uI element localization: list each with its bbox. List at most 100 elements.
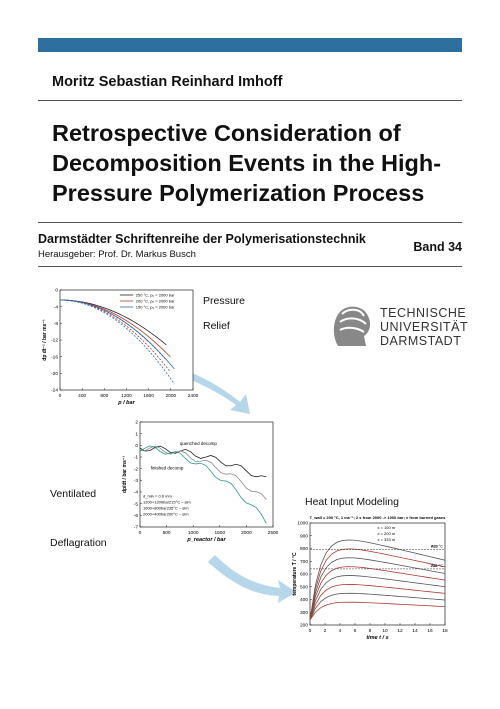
caption: Ventilated Deflagration	[50, 470, 107, 568]
caption-line: Relief	[203, 320, 230, 332]
arrow	[185, 370, 250, 414]
y-tick-label: -12	[51, 338, 58, 344]
annotation: quenched decomp	[180, 441, 218, 446]
y-tick-label: -24	[51, 388, 58, 394]
chart-heading: T_wall = 200 °C, 1 ms⁻¹; 2 s from 2000 -…	[310, 515, 447, 520]
x-tick-label: 4	[339, 628, 342, 634]
rule	[38, 100, 462, 101]
curve	[59, 299, 175, 370]
x-tick-label: 2000	[165, 393, 176, 399]
x-tick-label: 2500	[268, 530, 279, 536]
title-line: Retrospective Consideration of	[52, 120, 401, 146]
x-tick-label: 1500	[214, 530, 225, 536]
x-tick-label: 2400	[188, 393, 199, 399]
caption-line: Ventilated	[50, 488, 97, 500]
x-tick-label: 1200	[121, 393, 132, 399]
y-axis-label: dp dt⁻¹ / bar ms⁻¹	[42, 319, 48, 361]
x-tick-label: 2000	[241, 530, 252, 536]
curve	[309, 583, 446, 621]
arrow	[208, 555, 296, 603]
title-line: Decomposition Events in the High-	[52, 150, 442, 176]
series-editor: Herausgeber: Prof. Dr. Markus Busch	[38, 249, 196, 260]
plot-frame	[139, 421, 274, 528]
x-tick-label: 10	[382, 628, 388, 634]
legend-label: 2000+400bar200°C – sim	[143, 512, 189, 517]
x-tick-label: 0	[59, 393, 62, 399]
x-tick-label: 6	[354, 628, 357, 634]
x-tick-label: 16	[427, 628, 433, 634]
curve	[309, 575, 446, 621]
logo-text: TECHNISCHE UNIVERSITÄT DARMSTADT	[380, 306, 468, 348]
x-tick-label: 800	[100, 393, 108, 399]
logo-detail	[339, 308, 367, 333]
curve	[309, 557, 446, 620]
legend-label: x = 200 m	[378, 531, 396, 536]
y-tick-label: 0	[135, 443, 138, 449]
legend-label: 1600+800bar235°C – sim	[143, 506, 189, 511]
x-tick-label: 1000	[188, 530, 199, 536]
curve	[139, 445, 267, 500]
x-axis-label: time t / s	[366, 635, 388, 641]
rule	[38, 266, 462, 267]
caption-line: Pressure	[203, 295, 246, 307]
x-tick-label: 500	[163, 530, 171, 536]
annotation: 910 °C	[431, 543, 443, 548]
y-axis-label: dp/dt / bar ms⁻¹	[122, 456, 128, 493]
y-tick-label: -16	[51, 354, 58, 360]
title: Retrospective Consideration of Decomposi…	[52, 118, 441, 208]
legend-label: x = 100 m	[378, 525, 396, 530]
volume: Band 34	[413, 240, 462, 254]
y-tick-label: -2	[134, 466, 139, 472]
caption: Heat Input Modeling	[305, 496, 399, 508]
curve	[139, 445, 267, 524]
y-tick-label: -4	[134, 490, 139, 496]
y-tick-label: -8	[54, 321, 59, 327]
logo-line: TECHNISCHE	[380, 306, 467, 320]
y-tick-label: 1000	[297, 521, 308, 527]
plot-frame	[309, 522, 446, 626]
curve	[139, 445, 267, 478]
y-tick-label: -4	[54, 304, 59, 310]
legend-label: x = 333 m	[378, 537, 396, 542]
legend-label: 1200+1200bar215°C – sim	[143, 500, 191, 505]
y-tick-label: -7	[134, 525, 139, 531]
legend-label: 250 °C, p₀ = 2000 bar	[136, 293, 175, 298]
y-tick-label: 600	[300, 572, 308, 578]
curve	[309, 566, 446, 620]
x-tick-label: 2	[324, 628, 327, 634]
curve	[309, 548, 446, 620]
rule	[38, 222, 462, 223]
y-tick-label: -20	[51, 371, 58, 377]
annotation: 740 °C	[431, 563, 443, 568]
author: Moritz Sebastian Reinhard Imhoff	[52, 74, 283, 90]
logo-head	[333, 306, 371, 346]
logo-emblem	[333, 306, 371, 346]
x-tick-label: 18	[442, 628, 448, 634]
caption: Pressure Relief	[203, 289, 245, 339]
y-tick-label: 500	[300, 584, 308, 590]
curve	[59, 299, 175, 385]
y-tick-label: -1	[134, 455, 139, 461]
curve	[309, 592, 446, 621]
x-tick-label: 0	[309, 628, 312, 634]
curve	[309, 601, 446, 621]
x-axis-label: p / bar	[117, 400, 135, 406]
y-tick-label: 700	[300, 559, 308, 565]
x-tick-label: 0	[139, 530, 142, 536]
y-tick-label: -6	[134, 513, 139, 519]
y-tick-label: 2	[135, 420, 138, 426]
annotation: Ac1	[431, 563, 439, 568]
curve	[309, 539, 446, 620]
y-tick-label: 800	[300, 546, 308, 552]
annotation: Ac3	[431, 543, 439, 548]
y-tick-label: -3	[134, 478, 139, 484]
y-tick-label: -5	[134, 501, 139, 507]
x-axis-label: p_reactor / bar	[186, 537, 226, 543]
y-axis-label: temperature T / °C	[292, 552, 298, 596]
annotation: finished decomp	[151, 465, 184, 470]
logo-line: DARMSTADT	[380, 334, 462, 348]
top-bar	[38, 38, 462, 52]
y-tick-label: 1	[135, 431, 138, 437]
